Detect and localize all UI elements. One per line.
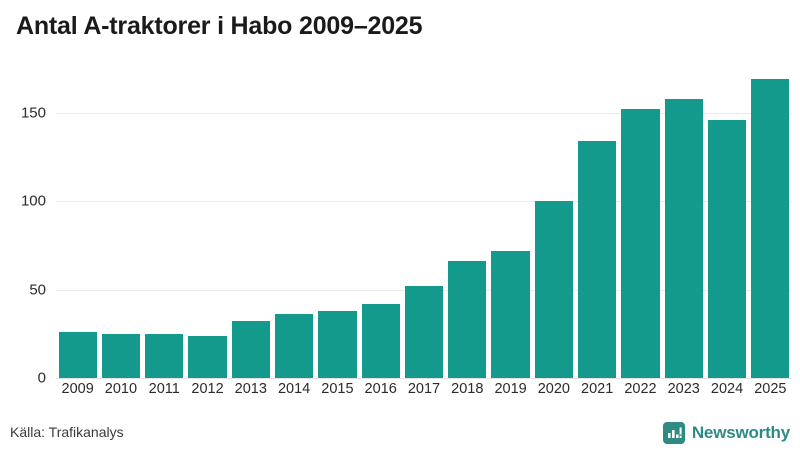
y-axis-label-0: 0	[37, 369, 46, 387]
bar-slot	[359, 60, 402, 378]
bar-slot	[532, 60, 575, 378]
x-axis-label-2020: 2020	[537, 381, 570, 397]
bar-2016[interactable]	[361, 303, 400, 378]
y-axis-label-100: 100	[20, 192, 46, 210]
bar-slot	[143, 60, 186, 378]
x-axis-label-2013: 2013	[234, 381, 267, 397]
bar-series	[56, 60, 792, 378]
bar-2012[interactable]	[188, 335, 227, 378]
bar-slot	[56, 60, 99, 378]
bar-slot	[662, 60, 705, 378]
gridline-0: 0	[38, 370, 792, 387]
bar-2021[interactable]	[578, 141, 617, 378]
x-axis: 2009 2010 2011 2012 2013 2014 2015 2016 2017 2018…	[56, 381, 792, 407]
x-axis-label-2019: 2019	[494, 381, 527, 397]
bar-slot	[446, 60, 489, 378]
brand-name: Newsworthy	[691, 423, 790, 442]
bar-2009[interactable]	[58, 332, 97, 378]
x-axis-label-2025: 2025	[754, 381, 787, 397]
plot-area: 0 50 100 150	[21, 60, 792, 387]
bar-slot	[229, 60, 272, 378]
bar-2022[interactable]	[621, 109, 660, 378]
bar-2023[interactable]	[664, 98, 703, 378]
bar-2015[interactable]	[318, 310, 357, 378]
bar-slot	[402, 60, 445, 378]
x-axis-label-2022: 2022	[624, 381, 657, 397]
x-axis-label-2015: 2015	[321, 381, 354, 397]
x-axis-label-2023: 2023	[667, 381, 700, 397]
bar-2010[interactable]	[101, 333, 141, 378]
bar-slot	[489, 60, 532, 378]
bar-2025[interactable]	[751, 79, 790, 378]
x-axis-label-2016: 2016	[364, 381, 397, 397]
x-axis-label-2010: 2010	[104, 381, 138, 397]
bar-slot	[99, 60, 142, 378]
x-axis-label-2009: 2009	[61, 381, 94, 397]
x-axis-label-2012: 2012	[191, 381, 224, 397]
bar-2017[interactable]	[404, 286, 444, 378]
bar-chart-icon	[662, 422, 685, 444]
bar-2019[interactable]	[491, 250, 530, 378]
x-axis-label-2011: 2011	[148, 381, 180, 397]
bar-slot	[749, 60, 792, 378]
bar-2013[interactable]	[231, 321, 270, 378]
bar-slot	[272, 60, 315, 378]
x-axis-label-2017: 2017	[407, 381, 441, 397]
bar-slot	[619, 60, 662, 378]
bar-2024[interactable]	[707, 120, 747, 378]
bar-slot	[186, 60, 229, 378]
bar-2020[interactable]	[534, 201, 574, 378]
newsworthy-logo[interactable]: Newsworthy	[662, 422, 790, 444]
x-axis-label-2021: 2021	[581, 381, 614, 397]
x-axis-label-2014: 2014	[277, 381, 311, 397]
x-axis-label-2018: 2018	[451, 381, 484, 397]
bar-2018[interactable]	[448, 261, 487, 378]
page-title: Antal A-traktorer i Habo 2009–2025	[16, 12, 423, 40]
bar-2011[interactable]	[145, 333, 184, 378]
bar-slot	[316, 60, 359, 378]
x-axis-label-2024: 2024	[710, 381, 744, 397]
source-note: Källa: Trafikanalys	[10, 424, 124, 440]
bar-slot	[576, 60, 619, 378]
y-axis-label-150: 150	[20, 104, 46, 122]
bar-2014[interactable]	[274, 314, 314, 378]
chart-footer: Källa: Trafikanalys Newsworthy	[0, 418, 800, 450]
bar-slot	[705, 60, 748, 378]
y-axis-label-50: 50	[29, 281, 46, 299]
